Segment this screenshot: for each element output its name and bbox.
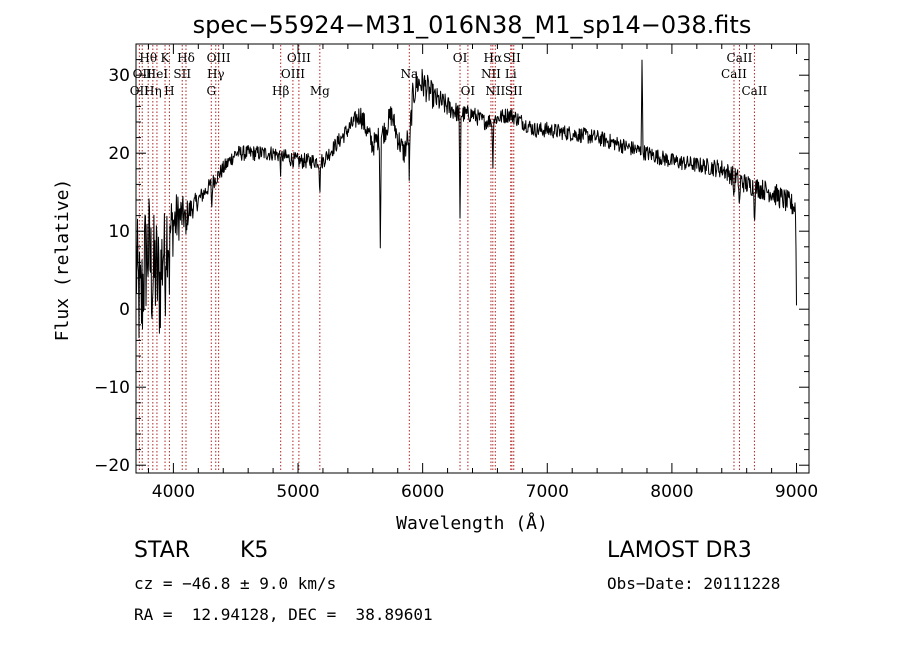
observation-date: Obs−Date: 20111228 xyxy=(607,574,781,593)
spectral-line-label: H xyxy=(164,84,174,98)
y-tick-label: −20 xyxy=(94,456,130,476)
spectral-line-label: OI xyxy=(453,51,468,65)
y-tick-label: 10 xyxy=(108,222,130,242)
spectral-line-label: Na xyxy=(400,67,418,81)
object-class: STAR xyxy=(134,538,191,563)
spectral-line-label: SII xyxy=(173,67,191,81)
x-tick-label: 5000 xyxy=(276,482,319,502)
spectral-line-label: OIII xyxy=(281,67,305,81)
spectral-line-label: CaII xyxy=(727,51,753,65)
spectral-line-label: SII xyxy=(505,84,523,98)
spectral-line-label: Hβ xyxy=(272,84,289,98)
object-subclass: K5 xyxy=(240,538,269,563)
spectral-line-labels: OIIOIIHθHηHeIKHSIIHδGHγOIIIHβOIIIOIIIMgN… xyxy=(130,51,768,98)
x-axis: 4000 5000 6000 7000 8000 9000 xyxy=(147,44,818,502)
spectral-line-markers xyxy=(138,45,755,472)
spectral-line-label: G xyxy=(206,84,216,98)
spectrum-line xyxy=(135,59,797,339)
y-axis: −20 −10 0 10 20 30 xyxy=(94,43,809,476)
x-tick-label: 9000 xyxy=(775,482,818,502)
spectral-line-label: Hδ xyxy=(177,51,195,65)
spectral-line-label: Mg xyxy=(310,84,330,98)
spectral-line-label: OII xyxy=(133,67,153,81)
spectral-line-label: HeI xyxy=(146,67,169,81)
redshift-velocity: cz = −46.8 ± 9.0 km/s xyxy=(134,574,337,593)
spectral-line-label: Hγ xyxy=(207,67,225,81)
x-tick-label: 8000 xyxy=(650,482,693,502)
spectral-line-label: SII xyxy=(503,51,521,65)
spectral-line-label: CaII xyxy=(741,84,767,98)
spectrum-series xyxy=(135,59,797,339)
plot-frame xyxy=(135,43,810,474)
sky-coordinates: RA = 12.94128, DEC = 38.89601 xyxy=(134,605,433,624)
y-axis-label: Flux (relative) xyxy=(52,179,73,342)
survey-name: LAMOST DR3 xyxy=(607,538,752,563)
x-tick-label: 4000 xyxy=(152,482,195,502)
x-axis-label: Wavelength (Å) xyxy=(396,512,548,534)
chart-title: spec−55924−M31_016N38_M1_sp14−038.fits xyxy=(193,11,752,39)
spectral-line-label: Li xyxy=(505,67,517,81)
x-tick-label: 7000 xyxy=(526,482,569,502)
spectral-line-label: OIII xyxy=(287,51,311,65)
spectral-line-label: NII xyxy=(485,84,505,98)
spectral-line-label: Hα xyxy=(484,51,503,65)
spectral-line-label: Hθ xyxy=(139,51,157,65)
y-tick-label: −10 xyxy=(94,378,130,398)
x-tick-label: 6000 xyxy=(401,482,444,502)
spectral-line-label: OI xyxy=(461,84,476,98)
spectral-line-label: K xyxy=(161,51,171,65)
spectral-line-label: CaII xyxy=(721,67,747,81)
y-tick-label: 20 xyxy=(108,144,130,164)
y-tick-label: 0 xyxy=(119,300,130,320)
spectral-line-label: NII xyxy=(481,67,501,81)
y-tick-label: 30 xyxy=(108,66,130,86)
spectral-line-label: Hη xyxy=(144,84,162,98)
spectral-line-label: OIII xyxy=(207,51,231,65)
